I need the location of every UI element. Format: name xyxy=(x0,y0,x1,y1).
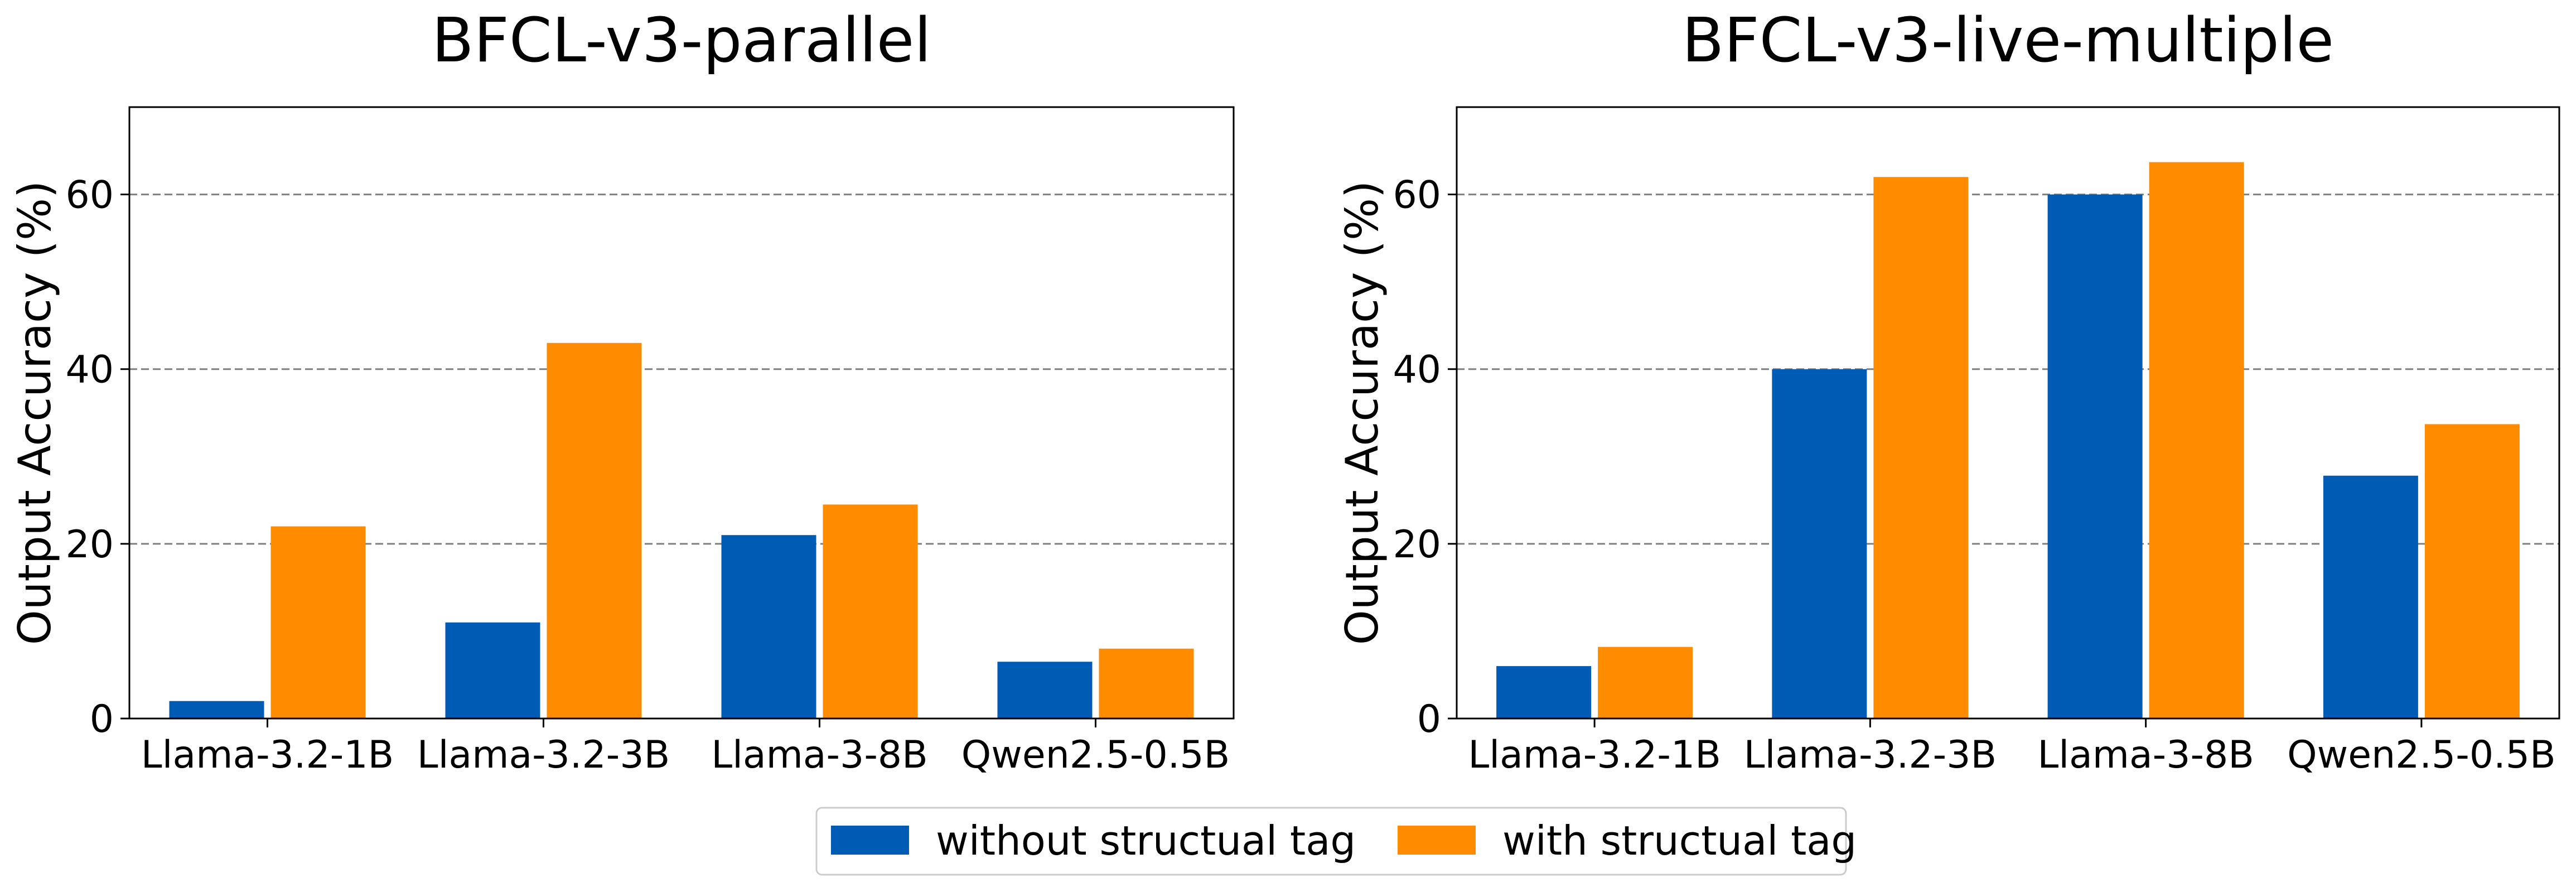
x-tick-label: Llama-3-8B xyxy=(2037,733,2254,777)
y-tick-label: 20 xyxy=(65,523,114,567)
y-tick-label: 40 xyxy=(65,348,114,392)
bar-with-qwen2-5-0-5b xyxy=(1099,648,1194,719)
y-tick-label: 20 xyxy=(1393,523,1441,567)
bar-without-qwen2-5-0-5b xyxy=(997,662,1093,719)
bar-without-qwen2-5-0-5b xyxy=(2323,475,2418,719)
y-axis-label: Output Accuracy (%) xyxy=(9,181,61,645)
legend-label-with: with structual tag xyxy=(1502,817,1857,864)
legend-swatch-without xyxy=(831,826,909,855)
legend: without structual tag with structual tag xyxy=(815,807,1857,876)
legend-box xyxy=(815,807,1847,876)
bar-with-llama-3-8b xyxy=(823,504,918,719)
bar-with-llama-3-8b xyxy=(2149,162,2244,719)
y-tick-label: 0 xyxy=(90,697,114,741)
x-tick-label: Llama-3.2-3B xyxy=(417,733,670,777)
bar-with-qwen2-5-0-5b xyxy=(2424,424,2520,719)
bar-without-llama-3-2-3b xyxy=(445,622,540,719)
x-tick-label: Qwen2.5-0.5B xyxy=(961,733,1230,777)
bar-without-llama-3-2-3b xyxy=(1772,369,1867,719)
bar-with-llama-3-2-3b xyxy=(1873,177,1969,719)
bar-without-llama-3-2-1b xyxy=(169,701,264,719)
bar-without-llama-3-2-1b xyxy=(1496,666,1592,719)
chart-panel-1: BFCL-v3-parallel 0 20 40 60 Llama-3.2-1B Llama… xyxy=(9,4,1235,777)
chart-title: BFCL-v3-parallel xyxy=(432,4,931,76)
legend-label-without: without structual tag xyxy=(936,817,1356,864)
plot-frame xyxy=(128,106,1235,720)
legend-swatch-with xyxy=(1398,826,1476,855)
x-tick-label: Llama-3.2-3B xyxy=(1744,733,1997,777)
x-tick-label: Llama-3.2-1B xyxy=(1468,733,1721,777)
x-tick-label: Llama-3.2-1B xyxy=(141,733,394,777)
bar-with-llama-3-2-3b xyxy=(547,343,642,719)
y-tick-label: 0 xyxy=(1417,697,1441,741)
plot-frame xyxy=(1456,106,2560,720)
y-tick-label: 60 xyxy=(1393,173,1441,218)
x-tick-label: Qwen2.5-0.5B xyxy=(2287,733,2556,777)
bar-without-llama-3-8b xyxy=(2047,194,2143,719)
y-tick-label: 40 xyxy=(1393,348,1441,392)
chart-title: BFCL-v3-live-multiple xyxy=(1682,4,2334,76)
chart-panel-2: BFCL-v3-live-multiple 0 20 40 60 Llama-3.2-1B… xyxy=(1336,4,2560,777)
bar-without-llama-3-8b xyxy=(721,535,816,719)
charts-group: BFCL-v3-parallel 0 20 40 60 Llama-3.2-1B Llama… xyxy=(9,4,2560,777)
x-tick-label: Llama-3-8B xyxy=(711,733,928,777)
bar-with-llama-3-2-1b xyxy=(270,526,366,719)
y-axis-label: Output Accuracy (%) xyxy=(1336,181,1388,645)
y-tick-label: 60 xyxy=(65,173,114,218)
bar-with-llama-3-2-1b xyxy=(1598,647,1693,719)
